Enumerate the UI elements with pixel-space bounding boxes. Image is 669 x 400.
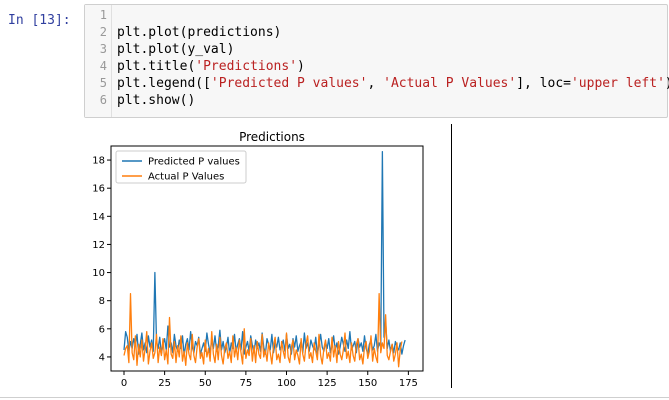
code-token: plt.legend([ bbox=[117, 76, 211, 91]
legend-box bbox=[115, 150, 247, 184]
string-literal: 'Predicted P values' bbox=[210, 76, 368, 91]
cell-prompt: In [13]: bbox=[8, 13, 71, 28]
y-tick-label: 4 bbox=[99, 352, 105, 363]
code-text[interactable]: plt.plot(predictions) bbox=[117, 24, 281, 41]
line-number: 2 bbox=[99, 25, 107, 39]
code-token: , bbox=[367, 76, 384, 91]
series-line-actual bbox=[123, 293, 403, 368]
legend-label: Actual P Values bbox=[148, 172, 224, 183]
plot-area: 0 25 50 75 100 125 150 175 4 6 8 10 12 14 16 18 Predicte… bbox=[92, 145, 424, 389]
code-text[interactable]: plt.legend(['Predicted P values', 'Actua… bbox=[117, 75, 669, 92]
x-tick-label: 75 bbox=[240, 378, 253, 389]
plot-frame bbox=[110, 145, 424, 372]
y-tick-label: 6 bbox=[99, 324, 105, 335]
x-tick-label: 25 bbox=[158, 378, 171, 389]
x-tick-label: 175 bbox=[399, 378, 418, 389]
code-text[interactable]: plt.title('Predictions') bbox=[117, 58, 305, 75]
y-tick-label: 16 bbox=[92, 184, 105, 195]
y-tick-label: 14 bbox=[92, 212, 105, 223]
code-token: ], loc= bbox=[516, 76, 571, 91]
code-text[interactable]: plt.show() bbox=[117, 92, 195, 109]
y-tick-label: 10 bbox=[92, 268, 105, 279]
code-token: ) bbox=[665, 76, 669, 91]
y-tick-label: 18 bbox=[92, 156, 105, 167]
code-token: plt.plot(y_val) bbox=[117, 42, 235, 57]
cell-separator bbox=[0, 397, 669, 398]
output-scroll-divider bbox=[451, 124, 452, 388]
x-tick-label: 125 bbox=[318, 378, 337, 389]
line-number: 4 bbox=[99, 59, 107, 73]
string-literal: 'Actual P Values' bbox=[383, 76, 517, 91]
y-tick-label: 12 bbox=[92, 240, 105, 251]
code-token: plt.show() bbox=[117, 93, 196, 108]
chart-title: Predictions bbox=[239, 130, 305, 144]
code-text[interactable]: plt.plot(y_val) bbox=[117, 41, 234, 58]
string-literal: 'upper left' bbox=[570, 76, 665, 91]
code-token: plt.title( bbox=[117, 59, 196, 74]
output-plot: Predictions 0 25 50 75 100 125 150 175 4 6 8 10 12 14… bbox=[92, 130, 424, 389]
line-number: 3 bbox=[99, 42, 107, 56]
code-token: plt.plot(predictions) bbox=[117, 25, 282, 40]
x-tick-label: 50 bbox=[199, 378, 212, 389]
string-literal: 'Predictions' bbox=[195, 59, 298, 74]
line-number: 5 bbox=[99, 76, 107, 90]
x-tick-label: 0 bbox=[121, 378, 127, 389]
line-number: 6 bbox=[99, 93, 107, 107]
code-cell[interactable]: 1 2 plt.plot(predictions) 3 plt.plot(y_val) 4… bbox=[84, 4, 669, 118]
line-number-gutter bbox=[85, 5, 112, 117]
x-tick-label: 150 bbox=[358, 378, 377, 389]
code-token: ) bbox=[297, 59, 305, 74]
x-tick-label: 100 bbox=[277, 378, 296, 389]
line-number: 1 bbox=[99, 8, 107, 22]
y-tick-label: 8 bbox=[99, 296, 105, 307]
legend-label: Predicted P values bbox=[148, 157, 240, 168]
